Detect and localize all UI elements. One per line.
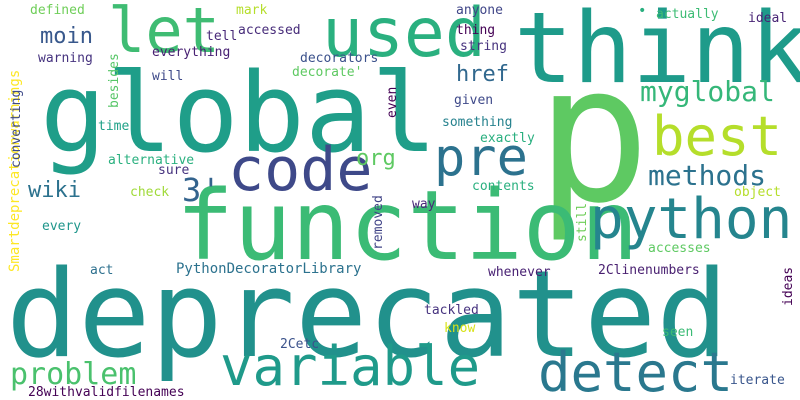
word: 28withvalidfilenames xyxy=(28,385,185,400)
word: check xyxy=(130,185,170,200)
word: think xyxy=(514,0,800,106)
word: removed xyxy=(371,195,386,250)
word: detect xyxy=(538,341,734,400)
word: iterate xyxy=(730,373,785,388)
word: 2Cetc xyxy=(280,337,320,352)
word: function xyxy=(176,170,639,282)
word: know xyxy=(444,321,476,336)
word: 2Clinenumbers xyxy=(598,263,700,278)
word: python xyxy=(590,187,793,252)
word: every xyxy=(42,219,82,234)
word: pre xyxy=(434,128,528,188)
word: time xyxy=(98,119,130,134)
word: accessed xyxy=(238,23,301,38)
word: everything xyxy=(152,45,231,60)
word: • xyxy=(638,3,647,19)
word: best xyxy=(652,105,783,168)
word: tackled xyxy=(424,303,479,318)
word: thing xyxy=(456,23,496,38)
word: problem xyxy=(10,357,137,392)
word: code xyxy=(228,135,373,205)
word: org xyxy=(356,146,396,171)
word: converting xyxy=(9,89,24,168)
word: object xyxy=(734,185,781,200)
word: deprecated xyxy=(6,246,729,385)
word: p xyxy=(536,24,651,245)
word: whenever xyxy=(488,265,551,280)
word: act xyxy=(90,263,114,278)
word: decorators xyxy=(300,51,379,66)
word: used xyxy=(322,0,486,73)
word: anyone xyxy=(456,3,503,18)
word: decorate' xyxy=(292,65,363,80)
word: warning xyxy=(38,51,93,66)
word: methods xyxy=(648,159,767,192)
word: variable xyxy=(220,335,481,398)
word: something xyxy=(442,115,513,130)
word: given xyxy=(454,93,494,108)
word: moin xyxy=(40,24,93,49)
word: actually xyxy=(656,7,719,22)
word: exactly xyxy=(480,131,535,146)
word: alternative xyxy=(108,153,195,168)
word: mark xyxy=(236,3,268,18)
word: accesses xyxy=(648,241,711,256)
word: besides xyxy=(107,53,122,108)
word: let xyxy=(108,0,220,67)
word: PythonDecoratorLibrary xyxy=(176,261,362,277)
word: href xyxy=(456,62,509,87)
word: still xyxy=(575,202,590,242)
word: ideas xyxy=(781,266,796,306)
word: myglobal xyxy=(640,75,775,108)
word: sure xyxy=(158,163,190,178)
word: tell xyxy=(206,29,238,44)
word: 3' xyxy=(182,171,221,209)
word: will xyxy=(152,69,184,84)
word: string xyxy=(460,39,507,54)
word: contents xyxy=(472,179,535,194)
word: seen xyxy=(662,325,694,340)
word: wiki xyxy=(28,178,81,203)
word: ideal xyxy=(748,11,788,26)
word: even xyxy=(385,86,400,118)
word: way xyxy=(412,197,436,212)
word: global xyxy=(40,49,438,177)
word: defined xyxy=(30,3,85,18)
